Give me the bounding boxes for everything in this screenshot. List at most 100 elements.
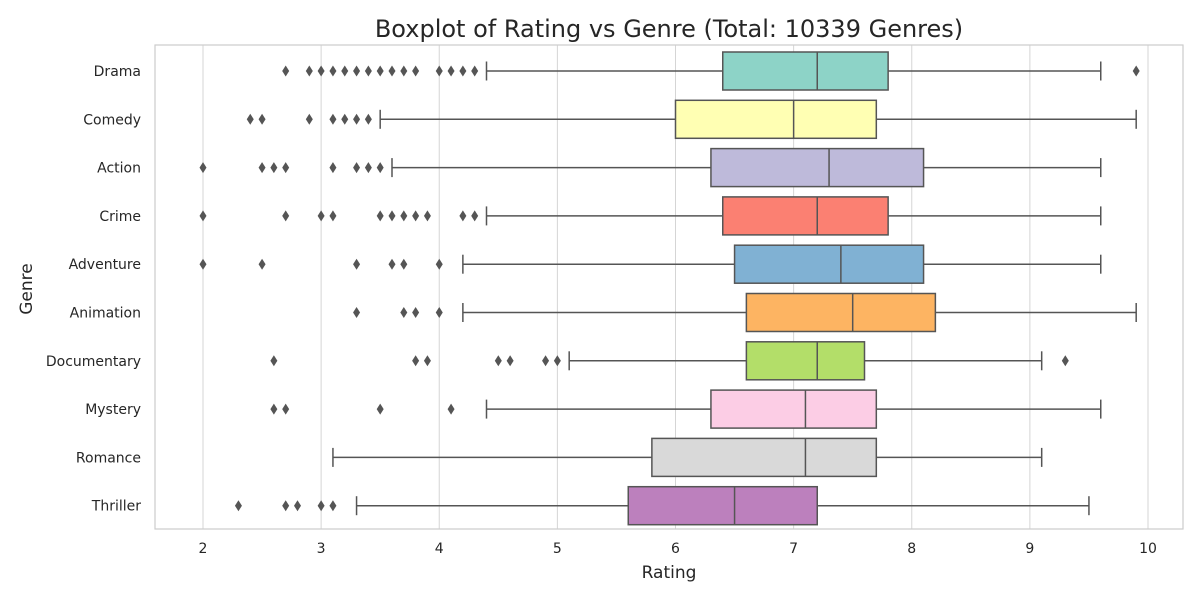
y-tick-label: Thriller <box>91 499 141 515</box>
box-action <box>199 147 1102 188</box>
boxes <box>199 51 1140 526</box>
outlier-point <box>447 65 455 77</box>
outlier-point <box>353 65 361 77</box>
x-tick-label: 3 <box>317 541 326 557</box>
outlier-point <box>400 258 408 270</box>
outlier-point <box>494 355 502 367</box>
outlier-point <box>353 162 361 174</box>
outlier-point <box>542 355 550 367</box>
outlier-point <box>1132 65 1140 77</box>
outlier-point <box>364 162 372 174</box>
y-tick-label: Action <box>97 161 141 177</box>
outlier-point <box>282 162 290 174</box>
outlier-point <box>329 210 337 222</box>
outlier-point <box>1061 355 1069 367</box>
outlier-point <box>305 113 313 125</box>
x-tick-label: 10 <box>1139 541 1157 557</box>
outlier-point <box>199 210 207 222</box>
outlier-point <box>270 162 278 174</box>
y-tick-label: Romance <box>76 450 141 466</box>
outlier-point <box>400 65 408 77</box>
outlier-point <box>459 210 467 222</box>
box-drama <box>282 51 1140 91</box>
iqr-box <box>710 389 878 429</box>
outlier-point <box>329 65 337 77</box>
outlier-point <box>376 65 384 77</box>
outlier-point <box>423 210 431 222</box>
outlier-point <box>234 500 242 512</box>
y-tick-labels: Drama Comedy Action Crime Adventure Animation… <box>46 64 141 515</box>
iqr-box <box>745 341 866 381</box>
outlier-point <box>317 500 325 512</box>
outlier-point <box>317 65 325 77</box>
outlier-point <box>258 258 266 270</box>
outlier-point <box>506 355 514 367</box>
y-tick-label: Comedy <box>83 112 141 128</box>
outlier-point <box>376 162 384 174</box>
x-tick-label: 5 <box>553 541 562 557</box>
iqr-box <box>745 292 937 333</box>
outlier-point <box>329 500 337 512</box>
iqr-box <box>651 437 878 478</box>
box-crime <box>199 196 1102 236</box>
iqr-box <box>733 244 925 284</box>
box-adventure <box>199 244 1102 284</box>
outlier-point <box>388 65 396 77</box>
outlier-point <box>341 65 349 77</box>
outlier-point <box>412 307 420 318</box>
y-axis-label: Genre <box>17 263 37 314</box>
iqr-box <box>722 196 889 236</box>
box-mystery <box>270 389 1102 429</box>
box-romance <box>332 437 1043 478</box>
outlier-point <box>412 65 420 77</box>
y-tick-label: Animation <box>70 306 141 322</box>
outlier-point <box>376 210 384 222</box>
outlier-point <box>199 258 207 270</box>
iqr-box <box>710 147 925 188</box>
outlier-point <box>270 355 278 367</box>
y-tick-label: Adventure <box>69 257 141 273</box>
y-tick-label: Documentary <box>46 354 141 370</box>
outlier-point <box>388 210 396 222</box>
outlier-point <box>258 113 266 125</box>
outlier-point <box>282 403 290 415</box>
x-tick-label: 6 <box>671 541 680 557</box>
plot-area <box>154 44 1184 530</box>
outlier-point <box>435 258 443 270</box>
outlier-point <box>282 500 290 512</box>
outlier-point <box>471 65 479 77</box>
outlier-point <box>364 65 372 77</box>
x-tick-label: 4 <box>435 541 444 557</box>
outlier-point <box>317 210 325 222</box>
outlier-point <box>305 65 313 77</box>
outlier-point <box>459 65 467 77</box>
outlier-point <box>353 258 361 270</box>
outlier-point <box>353 113 361 125</box>
outlier-point <box>282 65 290 77</box>
outlier-point <box>282 210 290 222</box>
chart-title: Boxplot of Rating vs Genre (Total: 10339… <box>375 15 963 43</box>
outlier-point <box>246 113 254 125</box>
outlier-point <box>423 355 431 367</box>
outlier-point <box>270 403 278 415</box>
box-animation <box>353 292 1137 333</box>
outlier-point <box>294 500 301 512</box>
outlier-point <box>553 355 561 367</box>
outlier-point <box>388 258 396 270</box>
outlier-point <box>353 307 361 318</box>
x-tick-label: 7 <box>789 541 798 557</box>
box-thriller <box>234 485 1090 526</box>
box-documentary <box>270 341 1069 381</box>
y-tick-label: Crime <box>99 209 141 225</box>
outlier-point <box>329 162 337 174</box>
outlier-point <box>400 210 408 222</box>
iqr-box <box>627 485 818 526</box>
outlier-point <box>435 65 443 77</box>
outlier-point <box>258 162 266 174</box>
x-tick-label: 8 <box>907 541 916 557</box>
outlier-point <box>435 307 443 318</box>
outlier-point <box>400 307 408 318</box>
iqr-box <box>674 99 878 140</box>
x-axis-label: Rating <box>642 563 697 583</box>
